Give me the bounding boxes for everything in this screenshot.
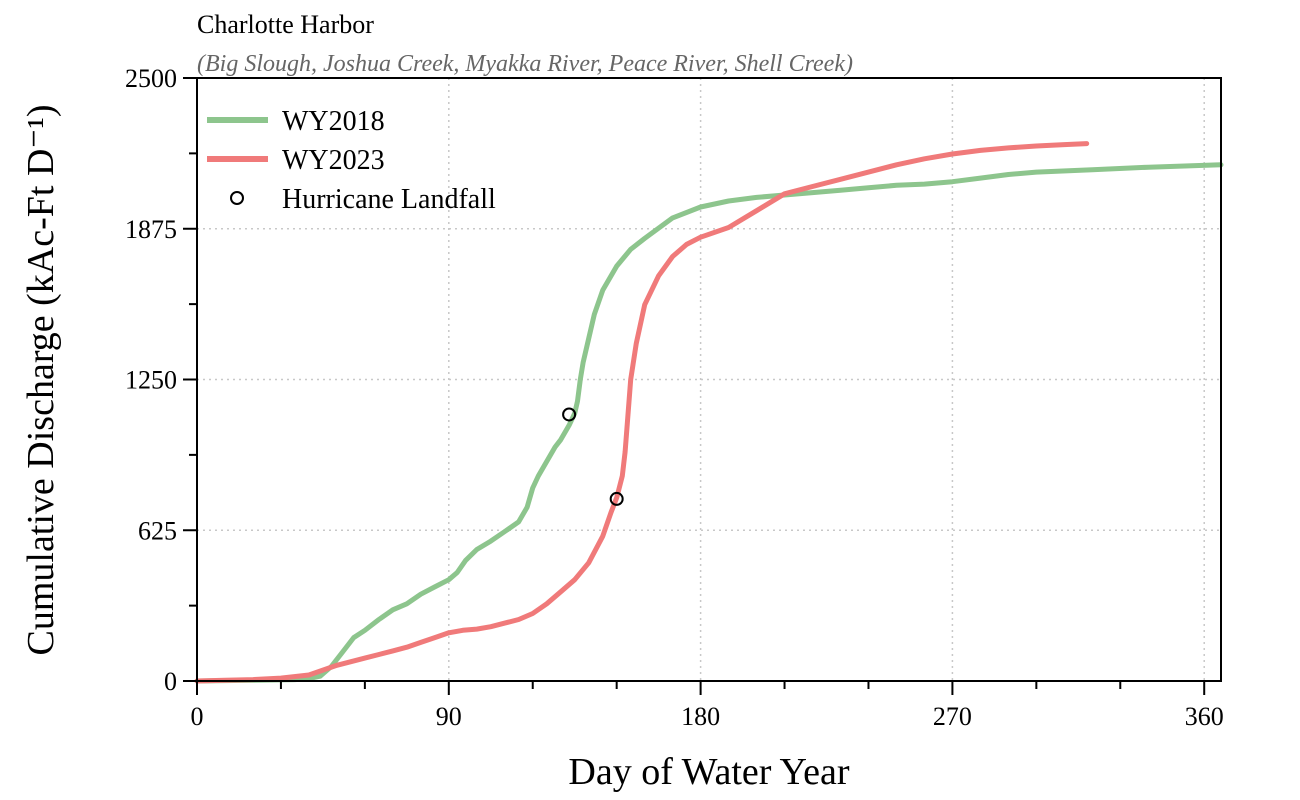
y-tick-label: 1250: [125, 366, 177, 395]
legend: WY2018 WY2023 Hurricane Landfall: [207, 106, 496, 215]
grid-lines: [197, 78, 1221, 681]
axis-tick-labels: 0 90 180 270 360 0 625 1250 1875 2500: [125, 64, 1224, 731]
x-tick-label: 360: [1185, 702, 1224, 731]
x-tick-label: 270: [933, 702, 972, 731]
legend-marker-landfall-icon: [230, 191, 244, 205]
legend-label-wy2023: WY2023: [282, 145, 385, 176]
series-lines: [194, 141, 1224, 684]
legend-label-wy2018: WY2018: [282, 106, 385, 137]
landfall-marker-wy2018: [562, 407, 577, 422]
landfall-marker-wy2023: [609, 491, 624, 506]
y-tick-label: 2500: [125, 64, 177, 93]
x-tick-label: 180: [681, 702, 720, 731]
series-line-wy2023: [194, 141, 1090, 684]
y-tick-label: 625: [138, 516, 177, 545]
legend-label-landfall: Hurricane Landfall: [282, 184, 496, 215]
landfall-markers: [562, 407, 624, 506]
y-tick-label: 0: [164, 667, 177, 696]
y-tick-label: 1875: [125, 215, 177, 244]
axis-ticks: [183, 77, 1206, 695]
chart-title: Charlotte Harbor: [197, 10, 374, 39]
x-tick-label: 0: [191, 702, 204, 731]
x-axis-title: Day of Water Year: [568, 751, 850, 793]
chart-subtitle: (Big Slough, Joshua Creek, Myakka River,…: [197, 51, 853, 77]
y-axis-title: Cumulative Discharge (kAc-Ft D⁻¹): [20, 104, 62, 655]
series-line-wy2018: [194, 162, 1224, 684]
x-tick-label: 90: [436, 702, 462, 731]
